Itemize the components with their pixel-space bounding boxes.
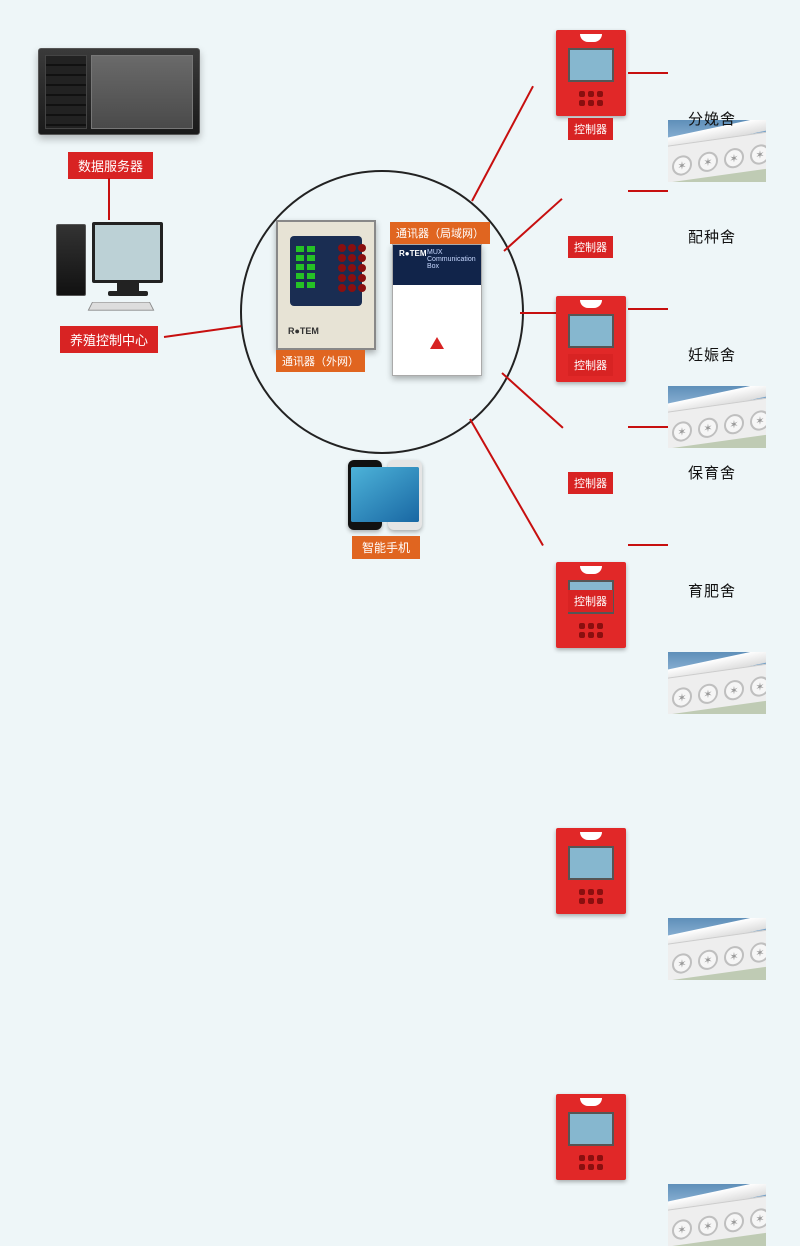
barn-caption: 妊娠舍	[688, 344, 736, 365]
barn-caption: 分娩舍	[688, 108, 736, 129]
data-server-device	[38, 48, 200, 135]
barn-caption: 配种舍	[688, 226, 736, 247]
barn-building	[668, 918, 766, 980]
connector-line	[628, 72, 668, 74]
control-center-label: 养殖控制中心	[60, 326, 158, 353]
comm-lan-label: 通讯器（局域网）	[390, 222, 490, 244]
smartphone-label: 智能手机	[352, 536, 420, 559]
barn-building	[668, 386, 766, 448]
controller-label: 控制器	[568, 236, 613, 258]
barn-caption: 育肥舍	[688, 580, 736, 601]
controller-device	[556, 30, 626, 116]
control-center-device	[56, 222, 176, 312]
barn-building	[668, 120, 766, 182]
controller-label: 控制器	[568, 354, 613, 376]
connector-line	[628, 544, 668, 546]
barn-caption: 保育舍	[688, 462, 736, 483]
comm-lan-device: R●TEM MUX Communication Box	[392, 244, 482, 376]
connector-line	[471, 86, 534, 202]
connector-line	[501, 372, 563, 428]
controller-label: 控制器	[568, 472, 613, 494]
connector-line	[469, 419, 544, 546]
controller-label: 控制器	[568, 118, 613, 140]
smartphone-group	[348, 460, 422, 530]
controller-label: 控制器	[568, 590, 613, 612]
connector-line	[628, 190, 668, 192]
comm-lan-brand: R●TEM	[399, 249, 427, 258]
connector-line	[520, 312, 558, 314]
comm-lan-sub: MUX Communication Box	[427, 249, 481, 270]
comm-external-label: 通讯器（外网）	[276, 350, 365, 372]
barn-building	[668, 652, 766, 714]
barn-building	[668, 1184, 766, 1246]
connector-line	[628, 308, 668, 310]
connector-line	[108, 178, 110, 220]
connector-line	[628, 426, 668, 428]
connector-line	[503, 198, 562, 252]
connector-line	[164, 325, 242, 338]
controller-device	[556, 828, 626, 914]
controller-device	[556, 1094, 626, 1180]
comm-external-brand: R●TEM	[288, 326, 319, 336]
comm-external-device: R●TEM	[276, 220, 376, 350]
data-server-label: 数据服务器	[68, 152, 153, 179]
